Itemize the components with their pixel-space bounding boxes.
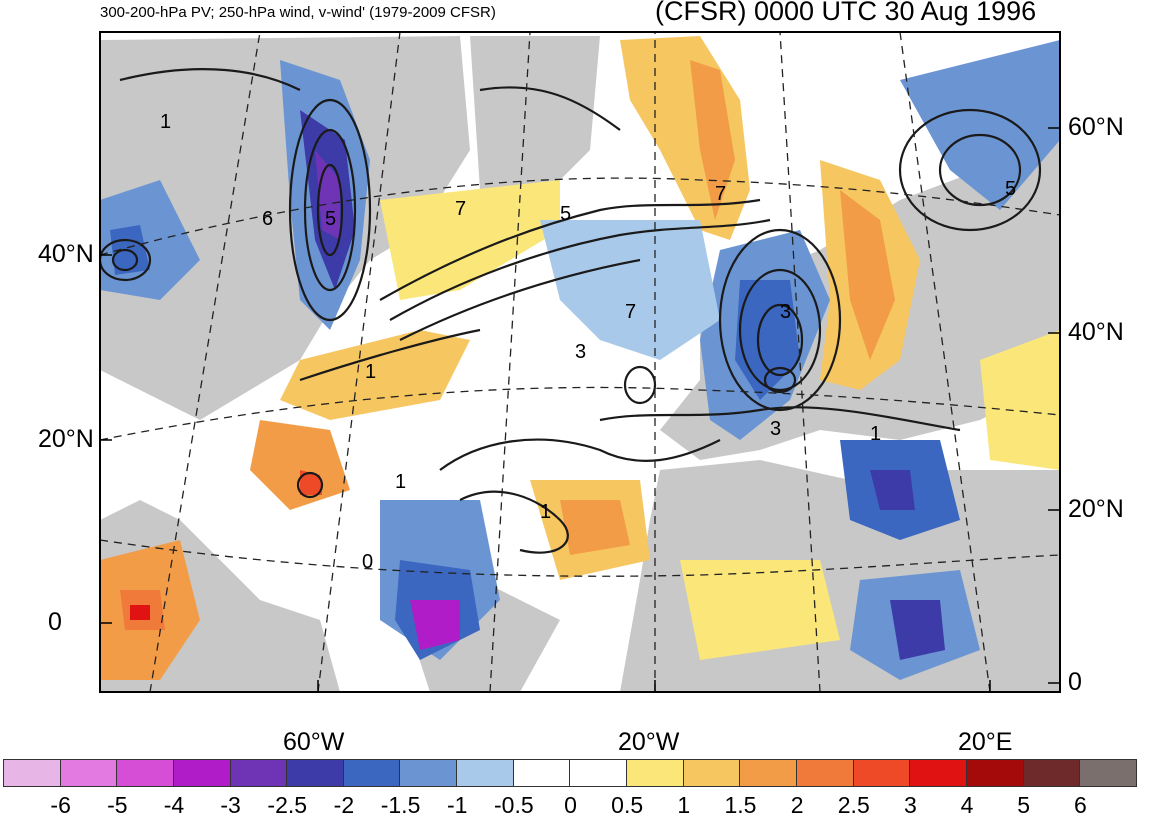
contour-label: 0 [362,551,373,573]
colorbar-label: -2 [333,792,355,818]
colorbar-swatch [3,759,61,787]
contour-label: 6 [262,208,273,230]
contour-label-group: 1 5 7 7 5 3 1 1 3 7 3 1 5 6 1 0 [160,111,1016,573]
contour-label: 5 [1005,178,1016,200]
colorbar-label: -4 [163,792,185,818]
lat-label-right: 20°N [1068,495,1124,523]
colorbar-swatch [116,759,174,787]
colorbar-swatch [59,759,118,787]
colorbar-label: 1 [677,792,691,818]
colorbar-swatch [286,759,344,787]
contour-label: 1 [870,423,881,445]
colorbar-label: -3 [220,792,241,818]
colorbar-swatch [852,759,911,787]
map-border [99,31,1061,693]
lon-label: 20°W [618,728,680,756]
contour-label: 5 [325,208,336,230]
lon-label: 60°W [283,728,345,756]
lat-label-right: 60°N [1068,113,1124,141]
colorbar-swatch [909,759,967,787]
colorbar-swatch [739,759,797,787]
contour-label: 1 [160,111,171,133]
map-title-left: 300-200-hPa PV; 250-hPa wind, v-wind' (1… [100,4,496,21]
right-ticks [1048,127,1060,684]
colorbar-label: 6 [1073,792,1087,818]
lat-label-right: 40°N [1068,318,1124,346]
colorbar-label: 0 [564,792,577,818]
colorbar-swatch [626,759,684,787]
contour-label: 7 [455,198,466,220]
colorbar-swatch [512,759,571,787]
contour-label: 1 [540,501,551,523]
colorbar-label: -1.5 [380,792,421,818]
colorbar-swatch [399,759,458,787]
colorbar-swatch [1022,759,1081,787]
contour-label: 1 [395,471,406,493]
colorbar [3,759,1137,787]
colorbar-label: 4 [960,792,974,818]
colorbar-label: -0.5 [494,792,534,818]
pv-contours [100,68,1042,554]
graticule [100,32,1060,692]
colorbar-label: 2 [790,792,804,818]
lat-label-left: 0 [48,608,62,636]
lat-label-right: 0 [1068,668,1082,696]
colorbar-swatch [569,759,628,787]
contour-label: 3 [770,418,781,440]
left-ticks [100,254,112,624]
contour-label: 7 [715,183,726,205]
colorbar-label: 2.5 [837,792,870,818]
colorbar-swatch [172,759,231,787]
map-title-right: (CFSR) 0000 UTC 30 Aug 1996 [655,0,1037,26]
colorbar-swatch [1079,759,1137,787]
colorbar-label: -2.5 [267,792,308,818]
colorbar-label: -6 [50,792,71,818]
colorbar-label: 5 [1017,792,1031,818]
colorbar-swatch [965,759,1024,787]
colorbar-label: -5 [107,792,128,818]
bottom-ticks [317,680,991,692]
contour-label: 1 [365,361,376,383]
contour-label: 3 [575,341,586,363]
lon-label: 20°E [958,728,1013,756]
contour-label: 7 [625,301,636,323]
lat-label-left: 40°N [38,240,94,268]
lat-label-left: 20°N [38,425,94,453]
colorbar-label: -1 [446,792,468,818]
colorbar-label: 3 [903,792,917,818]
contour-label: 5 [560,203,571,225]
contour-label: 3 [780,301,791,323]
colorbar-swatch [795,759,854,787]
colorbar-swatch [342,759,401,787]
colorbar-swatch [682,759,741,787]
colorbar-swatch [229,759,288,787]
colorbar-label: 0.5 [611,792,644,818]
colorbar-label: 1.5 [724,792,757,818]
colorbar-swatch [456,759,514,787]
